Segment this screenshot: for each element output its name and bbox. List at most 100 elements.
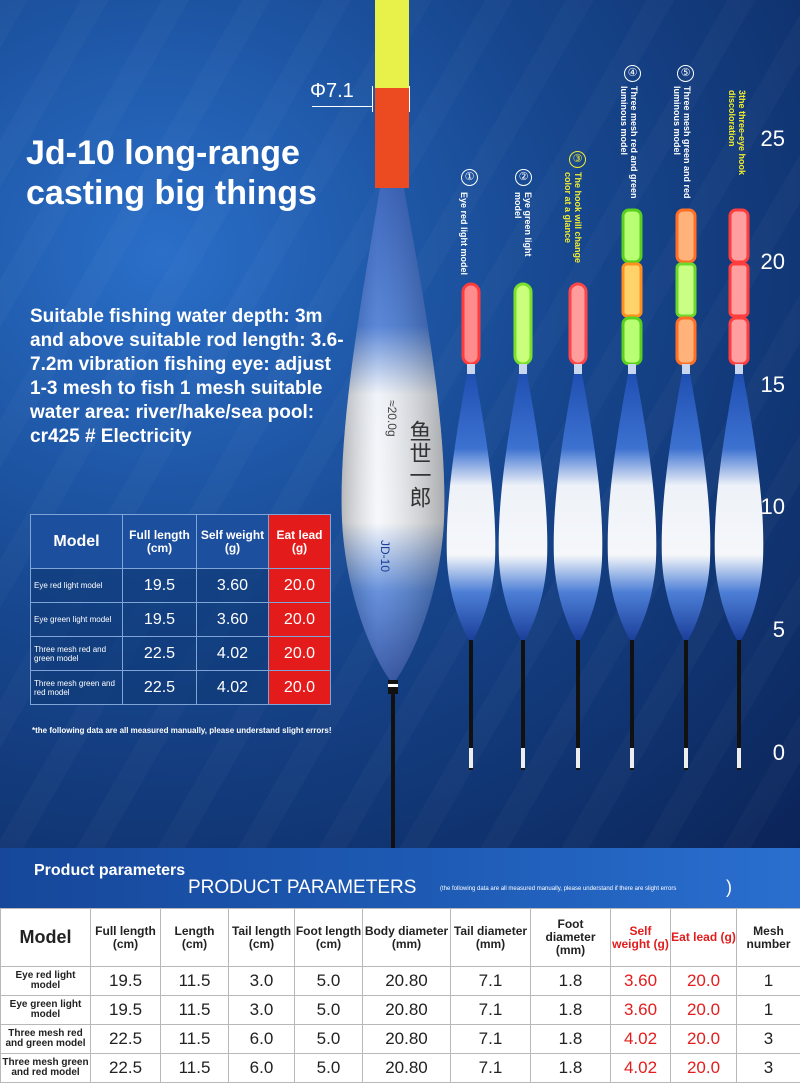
header-full-length: Full length (cm) xyxy=(90,908,161,967)
eat-lead: 20.0 xyxy=(268,636,331,671)
header-mesh-number: Mesh number xyxy=(736,908,800,967)
summary-header-model: Model xyxy=(30,514,123,569)
float-green-red xyxy=(661,208,711,770)
float-body xyxy=(498,374,548,640)
scale-mark: 15 xyxy=(760,372,785,397)
mesh-number: 1 xyxy=(736,995,800,1025)
float-body xyxy=(607,374,657,640)
float-foot xyxy=(737,640,741,770)
body-diameter: 20.80 xyxy=(362,1024,451,1054)
summary-header-lead: Eat lead (g) xyxy=(268,514,331,569)
foot-length: 5.0 xyxy=(294,966,363,996)
float-number-5: ⑤ xyxy=(677,65,694,82)
float-label-4: Three mesh red and green luminous model xyxy=(619,86,639,199)
glow-tip xyxy=(568,282,588,366)
float-label-3: The hook will change color at a glance xyxy=(563,172,583,264)
full-length: 19.5 xyxy=(90,995,161,1025)
body-diameter: 20.80 xyxy=(362,995,451,1025)
parameters-section: Product parameters PRODUCT PARAMETERS (t… xyxy=(0,848,800,1092)
header-foot-diameter: Foot diameter (mm) xyxy=(530,908,611,967)
parameters-banner: Product parameters PRODUCT PARAMETERS (t… xyxy=(0,848,800,908)
float-label-1: Eye red light model xyxy=(459,192,469,276)
parameters-title: Product parameters xyxy=(34,862,186,879)
float-label-2: Eye green light model xyxy=(513,192,533,257)
float-label-5: Three mesh green and red luminous model xyxy=(672,86,692,199)
float-foot-end xyxy=(469,748,473,768)
length: 11.5 xyxy=(160,1053,229,1083)
foot-length: 5.0 xyxy=(294,1053,363,1083)
hero-banner: Jd-10 long-range casting big things Suit… xyxy=(0,0,800,848)
float-body xyxy=(553,374,603,640)
self-weight: 4.02 xyxy=(196,670,269,705)
self-weight: 4.02 xyxy=(196,636,269,671)
float-foot-end xyxy=(630,748,634,768)
model-name: Three mesh green and red model xyxy=(30,670,123,705)
float-foot xyxy=(576,640,580,770)
glow-tip xyxy=(461,282,481,366)
length: 11.5 xyxy=(160,966,229,996)
float-three-eye-color xyxy=(714,208,764,770)
length: 11.5 xyxy=(160,995,229,1025)
scale-mark: 25 xyxy=(760,126,785,151)
diameter-line xyxy=(312,106,372,107)
foot-diameter: 1.8 xyxy=(530,966,611,996)
mesh-number: 3 xyxy=(736,1024,800,1054)
tip-collar xyxy=(735,364,743,374)
scale-mark: 20 xyxy=(760,249,785,274)
header-body-diameter: Body diameter (mm) xyxy=(362,908,451,967)
float-body-shade xyxy=(341,188,445,680)
eat-lead: 20.0 xyxy=(670,1024,737,1054)
glow-segment-red xyxy=(728,262,750,318)
tip-collar xyxy=(467,364,475,374)
float-label-6: 3the three-eye hook discoloration xyxy=(727,90,747,176)
float-foot-end xyxy=(521,748,525,768)
full-length: 22.5 xyxy=(122,670,197,705)
diameter-label: Φ7.1 xyxy=(310,80,354,102)
eat-lead: 20.0 xyxy=(268,670,331,705)
eat-lead: 20.0 xyxy=(268,568,331,603)
float-foot-end xyxy=(737,748,741,768)
tail-diameter: 7.1 xyxy=(450,1053,531,1083)
tip-collar xyxy=(519,364,527,374)
glow-segment-red xyxy=(728,208,750,264)
scale-mark: 5 xyxy=(772,617,785,642)
eat-lead: 20.0 xyxy=(670,966,737,996)
model-name: Three mesh red and green model xyxy=(30,636,123,671)
full-length: 19.5 xyxy=(90,966,161,996)
glow-segment-green xyxy=(621,208,643,264)
tip-collar xyxy=(628,364,636,374)
foot-diameter: 1.8 xyxy=(530,1024,611,1054)
float-red-green xyxy=(607,208,657,770)
product-specs: Suitable fishing water depth: 3m and abo… xyxy=(30,306,344,447)
full-length: 22.5 xyxy=(122,636,197,671)
float-foot xyxy=(521,640,525,770)
self-weight: 4.02 xyxy=(610,1024,671,1054)
full-length: 19.5 xyxy=(122,602,197,637)
float-tip-yellow xyxy=(375,0,409,88)
float-foot xyxy=(684,640,688,770)
summary-header-length: Full length (cm) xyxy=(122,514,197,569)
float-foot xyxy=(469,640,473,770)
table-row: Three mesh red and green model 22.5 11.5… xyxy=(0,1024,800,1054)
table-row: Eye green light model 19.5 3.60 20.0 xyxy=(30,602,331,637)
float-weight-label: ≈20.0g xyxy=(385,400,399,437)
full-length: 22.5 xyxy=(90,1024,161,1054)
self-weight: 3.60 xyxy=(610,995,671,1025)
self-weight: 3.60 xyxy=(610,966,671,996)
diameter-tick xyxy=(372,86,373,112)
glow-segment-red xyxy=(675,208,697,264)
float-band-stripe xyxy=(388,684,398,687)
tail-length: 6.0 xyxy=(228,1024,295,1054)
tail-length: 3.0 xyxy=(228,966,295,996)
float-foot-end xyxy=(684,748,688,768)
glow-segment-orange xyxy=(621,262,643,318)
tail-diameter: 7.1 xyxy=(450,966,531,996)
parameters-note: (the following data are all measured man… xyxy=(440,886,677,892)
glow-segment-green xyxy=(621,316,643,366)
header-tail-length: Tail length (cm) xyxy=(228,908,295,967)
parameters-title-en: PRODUCT PARAMETERS xyxy=(188,877,417,898)
summary-table: Model Full length (cm) Self weight (g) E… xyxy=(30,514,331,705)
diameter-tick xyxy=(409,86,410,112)
self-weight: 3.60 xyxy=(196,568,269,603)
float-tip-orange xyxy=(375,88,409,188)
